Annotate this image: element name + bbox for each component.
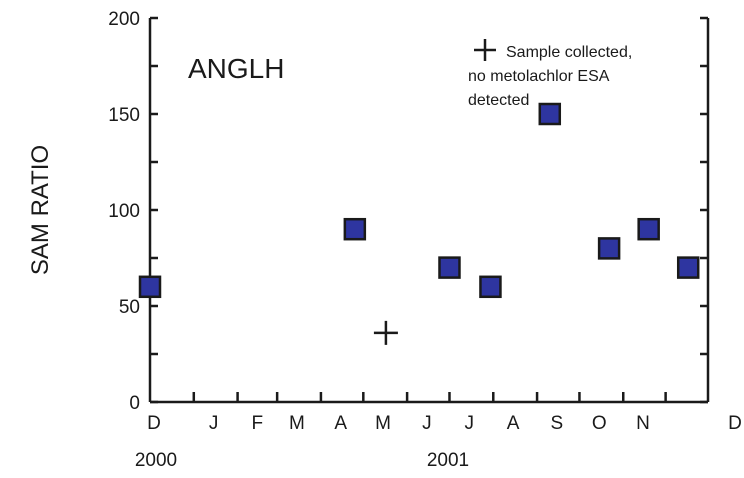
x-month-label: J bbox=[209, 413, 219, 434]
legend: Sample collected, no metolachlor ESA detec… bbox=[468, 39, 632, 109]
y-tick-label: 150 bbox=[108, 105, 140, 126]
data-point-square bbox=[479, 275, 502, 299]
legend-line: detected bbox=[468, 92, 529, 109]
x-month-label: D bbox=[147, 413, 161, 434]
data-point-plus bbox=[373, 320, 398, 345]
x-month-label: M bbox=[375, 413, 391, 434]
y-axis-label: SAM RATIO bbox=[27, 145, 54, 275]
year-label-2000: 2000 bbox=[135, 450, 177, 471]
legend-line: Sample collected, bbox=[506, 44, 632, 61]
x-month-label: O bbox=[592, 413, 607, 434]
year-label-2001: 2001 bbox=[427, 450, 469, 471]
x-year-labels: 2000 2001 bbox=[135, 450, 469, 471]
x-month-label: D bbox=[728, 413, 742, 434]
data-point-square bbox=[538, 102, 562, 126]
y-tick-label: 50 bbox=[119, 297, 140, 318]
y-tick-labels: 0 50 100 150 200 bbox=[108, 9, 140, 414]
legend-line: no metolachlor ESA bbox=[468, 68, 610, 85]
site-label: ANGLH bbox=[188, 53, 284, 84]
x-month-label: J bbox=[422, 413, 432, 434]
x-month-label: A bbox=[507, 413, 520, 434]
y-tick-label: 0 bbox=[129, 393, 140, 414]
data-point-square bbox=[637, 217, 660, 241]
y-tick-label: 100 bbox=[108, 201, 140, 222]
x-month-label: M bbox=[289, 413, 305, 434]
x-month-label: A bbox=[334, 413, 347, 434]
data-point-square bbox=[343, 217, 367, 241]
x-axis-ticks bbox=[192, 392, 667, 402]
data-point-square bbox=[438, 256, 461, 279]
x-month-label: F bbox=[252, 413, 264, 434]
data-points bbox=[138, 102, 700, 345]
data-point-square bbox=[597, 237, 621, 260]
data-point-square bbox=[138, 275, 162, 299]
x-month-label: J bbox=[465, 413, 475, 434]
y-axis-ticks bbox=[150, 16, 708, 404]
x-month-label: S bbox=[551, 413, 564, 434]
x-month-label: N bbox=[636, 413, 650, 434]
y-tick-label: 200 bbox=[108, 9, 140, 30]
data-point-square bbox=[676, 256, 700, 279]
